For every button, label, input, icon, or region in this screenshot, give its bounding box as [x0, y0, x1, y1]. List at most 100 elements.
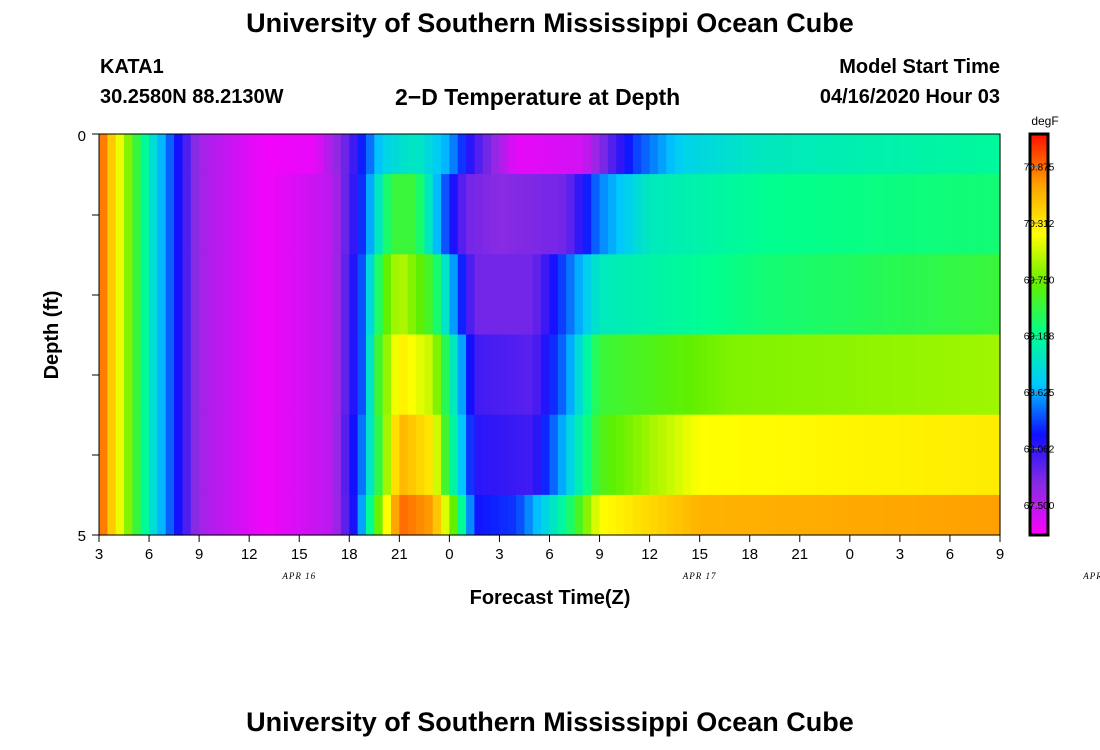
heatmap-cell: [716, 174, 726, 255]
heatmap-cell: [783, 414, 793, 496]
heatmap-cell: [265, 134, 275, 175]
heatmap-cell: [983, 254, 993, 336]
heatmap-cell: [307, 134, 317, 175]
heatmap-cell: [107, 174, 117, 255]
heatmap-cell: [924, 414, 934, 496]
heatmap-cell: [124, 254, 133, 336]
heatmap-cell: [883, 414, 893, 496]
heatmap-cell: [766, 494, 776, 536]
heatmap-cell: [307, 254, 317, 336]
heatmap-cell: [299, 134, 309, 175]
heatmap-cell: [649, 174, 659, 255]
page-title: University of Southern Mississippi Ocean…: [246, 8, 854, 38]
heatmap-cell: [908, 174, 918, 255]
heatmap-cell: [574, 334, 584, 416]
heatmap-cell: [541, 494, 551, 536]
heatmap-cell: [407, 134, 417, 175]
heatmap-cell: [365, 134, 375, 175]
heatmap-cell: [682, 134, 692, 175]
heatmap-cell: [808, 254, 818, 336]
heatmap-cell: [165, 414, 175, 496]
heatmap-cell: [833, 334, 843, 416]
heatmap-cell: [866, 334, 876, 416]
heatmap-cell: [399, 174, 409, 255]
heatmap-cell: [541, 334, 551, 416]
heatmap-cell: [390, 334, 400, 416]
heatmap-cell: [274, 254, 284, 336]
heatmap-cell: [265, 414, 275, 496]
heatmap-cell: [532, 414, 542, 496]
heatmap-cell: [274, 414, 284, 496]
model-start-label: Model Start Time: [839, 56, 1000, 78]
heatmap-cell: [349, 334, 359, 416]
heatmap-cell: [149, 134, 158, 175]
x-tick-label: 9: [996, 546, 1004, 563]
heatmap-cell: [516, 414, 526, 496]
heatmap-cell: [190, 254, 200, 336]
heatmap-cell: [924, 174, 934, 255]
heatmap-cell: [582, 334, 592, 416]
heatmap-cell: [766, 174, 776, 255]
heatmap-cell: [657, 414, 667, 496]
y-tick-label: 0: [78, 128, 86, 145]
heatmap-cell: [557, 494, 567, 536]
heatmap-cell: [599, 334, 609, 416]
heatmap-cell: [382, 334, 392, 416]
heatmap-cell: [132, 134, 142, 175]
heatmap-cell: [132, 254, 142, 336]
heatmap-cell: [432, 334, 442, 416]
heatmap-cell: [215, 134, 225, 175]
heatmap-cell: [574, 414, 584, 496]
heatmap-cell: [641, 174, 651, 255]
x-tick-label: 0: [445, 546, 453, 563]
heatmap-cell: [340, 134, 350, 175]
heatmap-cell: [816, 414, 826, 496]
heatmap-cell: [466, 334, 476, 416]
heatmap-cell: [991, 414, 1001, 496]
heatmap-cell: [424, 334, 434, 416]
heatmap-cell: [532, 174, 542, 255]
heatmap-cell: [240, 134, 250, 175]
heatmap-cell: [649, 494, 659, 536]
colorbar-tick-label: 69.750: [1024, 275, 1055, 286]
heatmap-cell: [215, 414, 225, 496]
heatmap-cell: [524, 254, 534, 336]
heatmap-cell: [557, 174, 567, 255]
heatmap-cell: [174, 254, 184, 336]
heatmap-cell: [399, 134, 409, 175]
heatmap-cell: [974, 414, 984, 496]
heatmap-cell: [816, 174, 826, 255]
heatmap-cell: [524, 174, 534, 255]
heatmap-cell: [332, 414, 342, 496]
heatmap-cell: [182, 134, 192, 175]
heatmap-cell: [924, 494, 934, 536]
heatmap-cell: [991, 494, 1001, 536]
heatmap-cell: [507, 134, 517, 175]
heatmap-cell: [157, 494, 167, 536]
heatmap-cell: [916, 494, 926, 536]
model-start-value: 04/16/2020 Hour 03: [819, 86, 1000, 108]
heatmap-cell: [674, 494, 684, 536]
y-tick-label: 5: [78, 528, 86, 545]
heatmap-cell: [165, 174, 175, 255]
heatmap-cell: [983, 174, 993, 255]
heatmap-cell: [157, 174, 167, 255]
heatmap-cell: [582, 174, 592, 255]
date-label: APR 18: [1082, 571, 1100, 581]
heatmap-cell: [741, 414, 751, 496]
heatmap-cell: [324, 174, 334, 255]
heatmap-cell: [157, 414, 167, 496]
heatmap-cell: [691, 334, 701, 416]
heatmap-cell: [432, 414, 442, 496]
heatmap-cell: [174, 134, 184, 175]
heatmap-cell: [724, 334, 734, 416]
heatmap-cell: [224, 414, 234, 496]
heatmap-cell: [983, 414, 993, 496]
heatmap-cell: [666, 254, 676, 336]
heatmap-cell: [657, 134, 667, 175]
heatmap-cell: [499, 494, 509, 536]
heatmap-cell: [557, 414, 567, 496]
heatmap-cell: [966, 414, 976, 496]
heatmap-cell: [482, 134, 492, 175]
heatmap-cell: [607, 254, 617, 336]
